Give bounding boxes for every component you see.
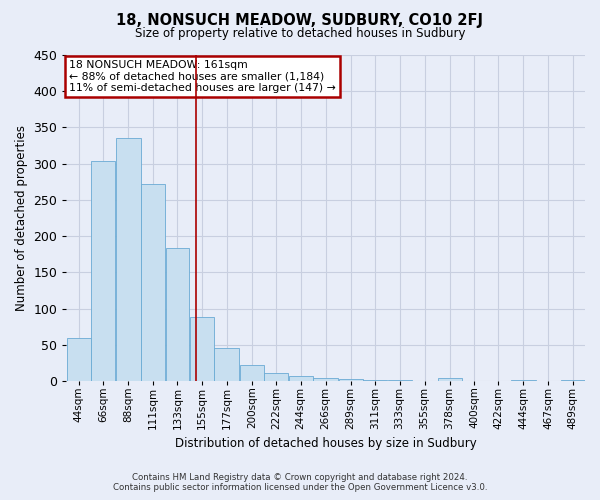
Text: Contains HM Land Registry data © Crown copyright and database right 2024.
Contai: Contains HM Land Registry data © Crown c… — [113, 473, 487, 492]
Text: 18 NONSUCH MEADOW: 161sqm
← 88% of detached houses are smaller (1,184)
11% of se: 18 NONSUCH MEADOW: 161sqm ← 88% of detac… — [69, 60, 336, 93]
Bar — [561, 380, 585, 381]
Bar — [91, 162, 115, 381]
Bar — [240, 365, 264, 381]
Y-axis label: Number of detached properties: Number of detached properties — [15, 125, 28, 311]
Bar — [339, 379, 362, 381]
Bar — [363, 380, 387, 381]
Bar — [116, 138, 140, 381]
Bar — [437, 378, 461, 381]
Bar — [313, 378, 338, 381]
Bar — [289, 376, 313, 381]
Bar — [190, 316, 214, 381]
Bar — [265, 373, 288, 381]
Bar — [214, 348, 239, 381]
Bar — [141, 184, 165, 381]
Bar — [166, 248, 190, 381]
Bar — [67, 338, 91, 381]
X-axis label: Distribution of detached houses by size in Sudbury: Distribution of detached houses by size … — [175, 437, 476, 450]
Text: Size of property relative to detached houses in Sudbury: Size of property relative to detached ho… — [135, 28, 465, 40]
Text: 18, NONSUCH MEADOW, SUDBURY, CO10 2FJ: 18, NONSUCH MEADOW, SUDBURY, CO10 2FJ — [116, 12, 484, 28]
Bar — [388, 380, 412, 381]
Bar — [511, 380, 536, 381]
